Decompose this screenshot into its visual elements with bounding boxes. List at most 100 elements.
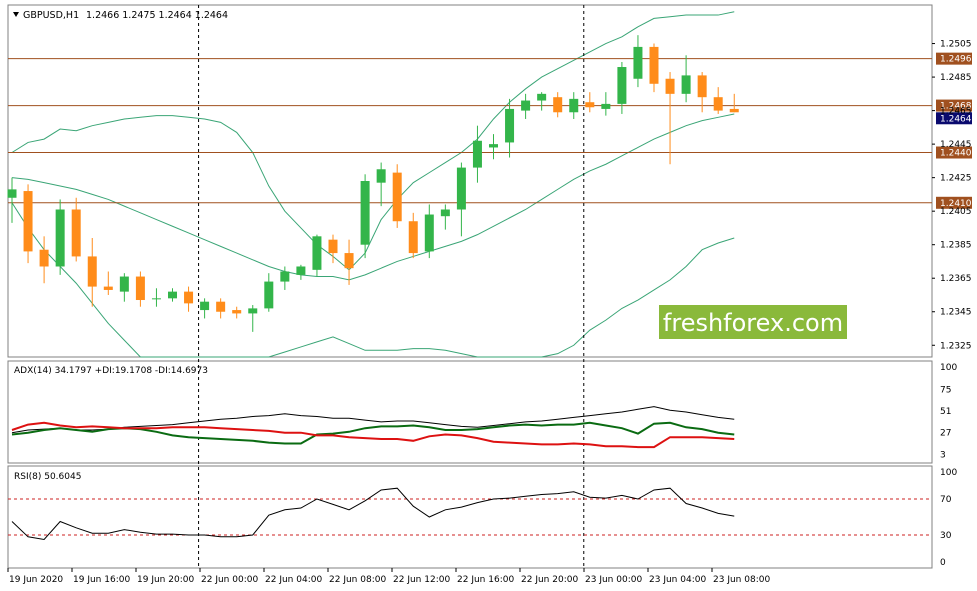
adx-tick-label: 3 <box>940 450 946 460</box>
candle-bear <box>232 310 242 314</box>
level-label: 1.2410 <box>940 199 972 209</box>
session-separators <box>198 5 585 568</box>
rsi-series-line <box>11 487 735 541</box>
candle-bear <box>216 301 226 312</box>
band-upper-line <box>11 11 735 271</box>
candle-bull <box>360 181 370 245</box>
horizontal-levels: 1.2496 1.2468 1.2440 1.2410 1.2464 <box>8 52 972 209</box>
rsi-tick-label: 70 <box>940 495 952 505</box>
time-label: 22 Jun 04:00 <box>265 575 322 585</box>
candle-bull <box>264 281 274 309</box>
price-tick-label: 1.2485 <box>940 73 972 83</box>
candle-bear <box>649 46 659 84</box>
candle-bull <box>489 144 498 148</box>
symbol-label: GBPUSD,H1 <box>23 10 79 21</box>
rsi-tick-label: 30 <box>940 531 952 541</box>
price-tick-label: 1.2325 <box>940 341 972 351</box>
candle-bear <box>328 239 338 254</box>
candle-bull <box>248 308 258 314</box>
candle-bear <box>408 221 418 254</box>
time-label: 19 Jun 20:00 <box>137 575 194 585</box>
candle-bull <box>633 46 643 79</box>
time-label: 22 Jun 08:00 <box>329 575 386 585</box>
dropdown-triangle-icon[interactable] <box>13 12 19 17</box>
candle-bull <box>505 108 515 143</box>
candle-bear <box>392 172 402 222</box>
candle-bull <box>7 189 17 198</box>
adx-tick-label: 100 <box>940 363 957 373</box>
candle-bull <box>617 67 627 104</box>
adx-tick-label: 27 <box>940 429 951 439</box>
watermark-box <box>659 305 847 339</box>
candle-bear <box>39 249 49 267</box>
rsi-tick-label: 100 <box>940 468 957 478</box>
candle-bull <box>424 214 434 252</box>
price-tick-label: 1.2345 <box>940 308 972 318</box>
candle-bull <box>296 266 306 275</box>
level-label: 1.2468 <box>940 102 972 112</box>
time-label: 22 Jun 00:00 <box>201 575 258 585</box>
axes: 1.2505 1.2485 1.2465 1.2445 1.2425 1.2405 1.23… <box>7 40 972 585</box>
candle-bull <box>472 140 482 168</box>
time-label: 23 Jun 08:00 <box>713 575 770 585</box>
time-label: 23 Jun 04:00 <box>649 575 706 585</box>
candle-bear <box>103 286 113 290</box>
time-label: 23 Jun 00:00 <box>585 575 642 585</box>
candles <box>7 35 739 332</box>
current-price-bg <box>936 112 972 125</box>
candle-bear <box>713 97 723 111</box>
ohlc-label: 1.2466 1.2475 1.2464 1.2464 <box>86 10 228 21</box>
price-tick-label: 1.2405 <box>940 207 972 217</box>
price-tick-label: 1.2465 <box>940 107 972 117</box>
candle-bull <box>521 100 531 111</box>
time-label: 22 Jun 12:00 <box>393 575 450 585</box>
candle-bear <box>553 97 563 113</box>
watermark-text: freshforex.com <box>663 309 843 337</box>
candle-bear <box>135 276 145 301</box>
candle-bear <box>71 209 81 257</box>
candle-bear <box>665 78 675 94</box>
price-tick-label: 1.2505 <box>940 40 972 50</box>
candle-bear <box>87 256 97 287</box>
level-label: 1.2440 <box>940 149 972 159</box>
band-lower-line <box>11 202 735 358</box>
price-panel <box>7 4 933 358</box>
candle-bull <box>681 75 691 94</box>
rsi-tick-label: 0 <box>940 558 946 568</box>
candle-bear <box>697 75 707 98</box>
time-label: 22 Jun 16:00 <box>457 575 514 585</box>
candle-bull <box>168 291 177 299</box>
candle-bull <box>569 98 579 113</box>
candle-bull <box>376 169 386 183</box>
rsi-panel <box>7 465 933 569</box>
time-label: 22 Jun 20:00 <box>521 575 578 585</box>
bollinger-bands <box>11 11 735 358</box>
candle-bull <box>55 209 65 267</box>
price-tick-label: 1.2385 <box>940 241 972 251</box>
rsi-title: RSI(8) 50.6045 <box>14 472 81 482</box>
band-middle-line <box>11 113 735 281</box>
adx-tick-label: 51 <box>940 407 951 417</box>
candle-bear <box>729 108 739 113</box>
candle-bull <box>280 271 290 282</box>
adx-tick-label: 75 <box>940 386 951 396</box>
candle-bull <box>440 209 450 217</box>
time-label: 19 Jun 16:00 <box>73 575 130 585</box>
adx-panel <box>7 360 933 464</box>
adx-lines <box>11 406 735 449</box>
time-label: 19 Jun 2020 <box>9 575 63 585</box>
candle-bull <box>601 103 611 109</box>
rsi-lines <box>8 487 932 541</box>
candle-bear <box>585 102 595 108</box>
level-label-bg <box>936 99 972 112</box>
candle-bull <box>200 301 210 311</box>
candle-bear <box>184 291 194 304</box>
candle-bull <box>456 167 466 210</box>
adx-series-line <box>11 406 735 434</box>
candle-bear <box>344 253 354 269</box>
candle-bull <box>312 236 322 270</box>
level-label-bg <box>936 146 972 159</box>
level-label-bg <box>936 196 972 209</box>
price-tick-label: 1.2425 <box>940 174 972 184</box>
